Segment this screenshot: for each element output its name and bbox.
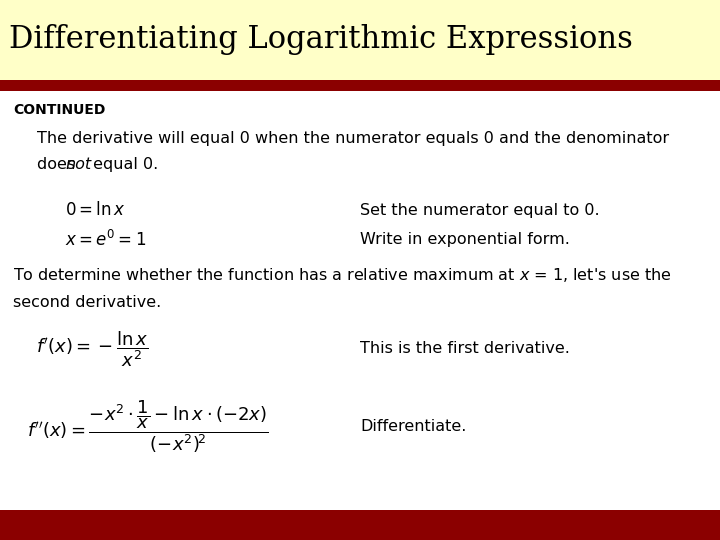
Text: Write in exponential form.: Write in exponential form. [360, 232, 570, 247]
Text: equal 0.: equal 0. [88, 157, 158, 172]
Text: CONTINUED: CONTINUED [13, 103, 105, 117]
Text: The derivative will equal 0 when the numerator equals 0 and the denominator: The derivative will equal 0 when the num… [37, 131, 670, 146]
FancyBboxPatch shape [0, 0, 720, 80]
Text: $f''(x)=\dfrac{-x^{2}\cdot\dfrac{1}{x}-\ln x\cdot(-2x)}{\left(-x^{2}\right)^{\!2: $f''(x)=\dfrac{-x^{2}\cdot\dfrac{1}{x}-\… [27, 398, 269, 455]
Text: Set the numerator equal to 0.: Set the numerator equal to 0. [360, 203, 600, 218]
Text: $x = e^{0} = 1$: $x = e^{0} = 1$ [65, 230, 146, 249]
Text: Differentiate.: Differentiate. [360, 419, 467, 434]
Text: Differentiating Logarithmic Expressions: Differentiating Logarithmic Expressions [9, 24, 633, 56]
Text: second derivative.: second derivative. [13, 295, 161, 310]
Text: does: does [37, 157, 81, 172]
Text: This is the first derivative.: This is the first derivative. [360, 341, 570, 356]
Text: $0 = \ln x$: $0 = \ln x$ [65, 201, 125, 219]
FancyBboxPatch shape [0, 510, 720, 540]
Text: not: not [66, 157, 91, 172]
FancyBboxPatch shape [0, 80, 720, 91]
Text: $f'(x)=-\dfrac{\ln x}{x^2}$: $f'(x)=-\dfrac{\ln x}{x^2}$ [36, 329, 149, 369]
Text: To determine whether the function has a relative maximum at $x$ = 1, let's use t: To determine whether the function has a … [13, 266, 672, 285]
